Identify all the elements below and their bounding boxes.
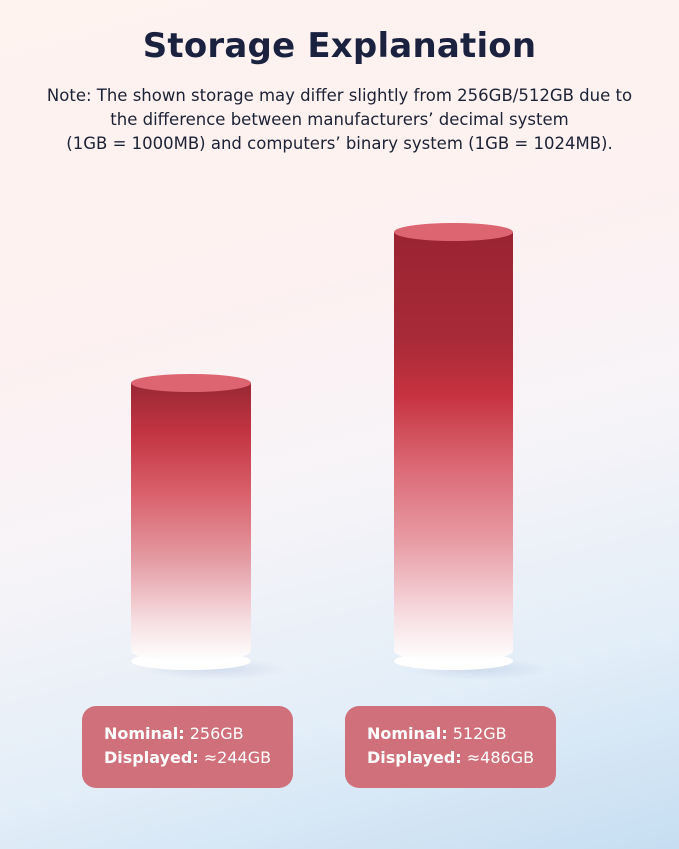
- cylinder-body: [394, 232, 513, 661]
- cylinder-512gb: [394, 223, 549, 680]
- cylinder-top: [131, 374, 251, 392]
- nominal-value: 512GB: [452, 724, 507, 743]
- displayed-row: Displayed: ≈244GB: [104, 746, 293, 770]
- note-line: (1GB = 1000MB) and computers’ binary sys…: [66, 134, 613, 153]
- displayed-value: ≈244GB: [203, 748, 272, 767]
- label-box-512gb: Nominal: 512GB Displayed: ≈486GB: [345, 706, 556, 788]
- nominal-label: Nominal:: [367, 724, 448, 743]
- nominal-value: 256GB: [189, 724, 244, 743]
- displayed-value: ≈486GB: [466, 748, 535, 767]
- note-line: Note: The shown storage may differ sligh…: [46, 86, 633, 105]
- nominal-row: Nominal: 512GB: [367, 722, 556, 746]
- note-line: the difference between manufacturers’ de…: [110, 110, 569, 129]
- cylinder-body: [131, 383, 251, 661]
- cylinder-top: [394, 223, 513, 241]
- displayed-label: Displayed:: [367, 748, 462, 767]
- nominal-label: Nominal:: [104, 724, 185, 743]
- page-title: Storage Explanation: [142, 26, 537, 66]
- cylinder-256gb: [131, 374, 287, 680]
- nominal-row: Nominal: 256GB: [104, 722, 293, 746]
- storage-note: Note: The shown storage may differ sligh…: [20, 84, 659, 156]
- displayed-label: Displayed:: [104, 748, 199, 767]
- label-box-256gb: Nominal: 256GB Displayed: ≈244GB: [82, 706, 293, 788]
- displayed-row: Displayed: ≈486GB: [367, 746, 556, 770]
